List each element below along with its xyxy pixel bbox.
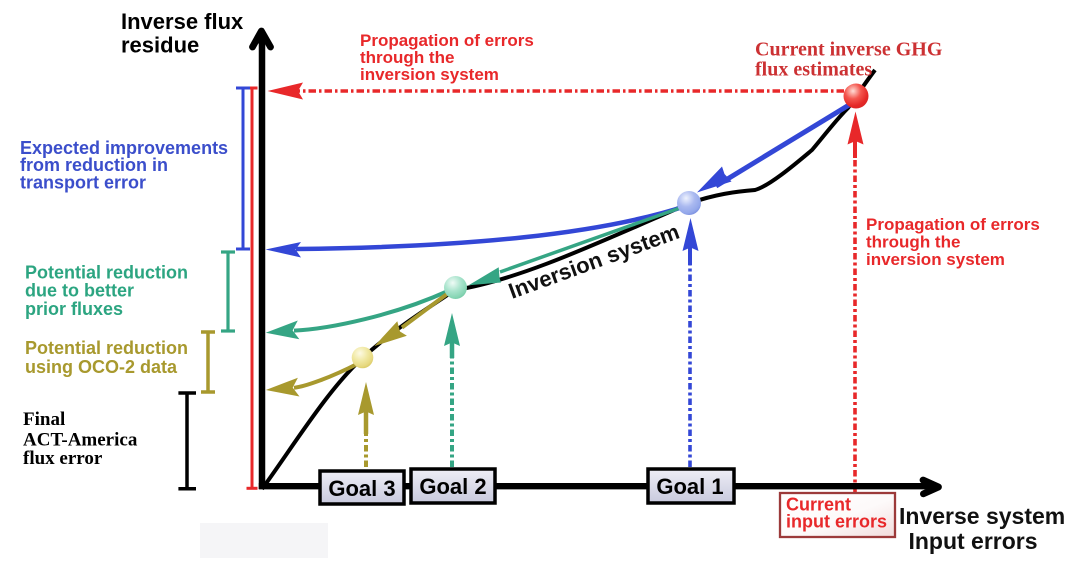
svg-text:flux estimates: flux estimates — [755, 59, 872, 81]
svg-text:Goal 3: Goal 3 — [328, 476, 395, 501]
svg-text:Potential reduction: Potential reduction — [25, 263, 188, 283]
svg-text:Goal 1: Goal 1 — [656, 474, 723, 499]
svg-text:due to better: due to better — [25, 281, 134, 301]
svg-text:through the: through the — [866, 233, 960, 252]
svg-text:Final: Final — [23, 409, 65, 430]
svg-text:using OCO-2 data: using OCO-2 data — [25, 357, 178, 377]
svg-text:Current: Current — [786, 495, 851, 515]
svg-text:prior fluxes: prior fluxes — [25, 299, 123, 319]
svg-text:from reduction in: from reduction in — [20, 155, 168, 175]
svg-text:residue: residue — [121, 33, 199, 58]
svg-text:through the: through the — [360, 48, 454, 67]
svg-text:Current inverse GHG: Current inverse GHG — [755, 39, 943, 61]
svg-text:Input errors: Input errors — [908, 528, 1037, 554]
svg-text:transport error: transport error — [20, 173, 146, 193]
svg-text:Propagation of errors: Propagation of errors — [866, 215, 1040, 234]
svg-text:flux error: flux error — [23, 448, 103, 469]
svg-text:inversion system: inversion system — [866, 250, 1005, 269]
svg-text:Expected improvements: Expected improvements — [20, 138, 228, 158]
svg-text:Inverse system: Inverse system — [899, 503, 1065, 529]
svg-text:input errors: input errors — [786, 512, 887, 532]
svg-text:Propagation of errors: Propagation of errors — [360, 31, 534, 50]
svg-text:ACT-America: ACT-America — [23, 430, 138, 451]
svg-text:inversion system: inversion system — [360, 65, 499, 84]
svg-text:Goal 2: Goal 2 — [419, 474, 486, 499]
svg-text:Inverse flux: Inverse flux — [121, 9, 244, 34]
svg-text:Potential reduction: Potential reduction — [25, 338, 188, 358]
